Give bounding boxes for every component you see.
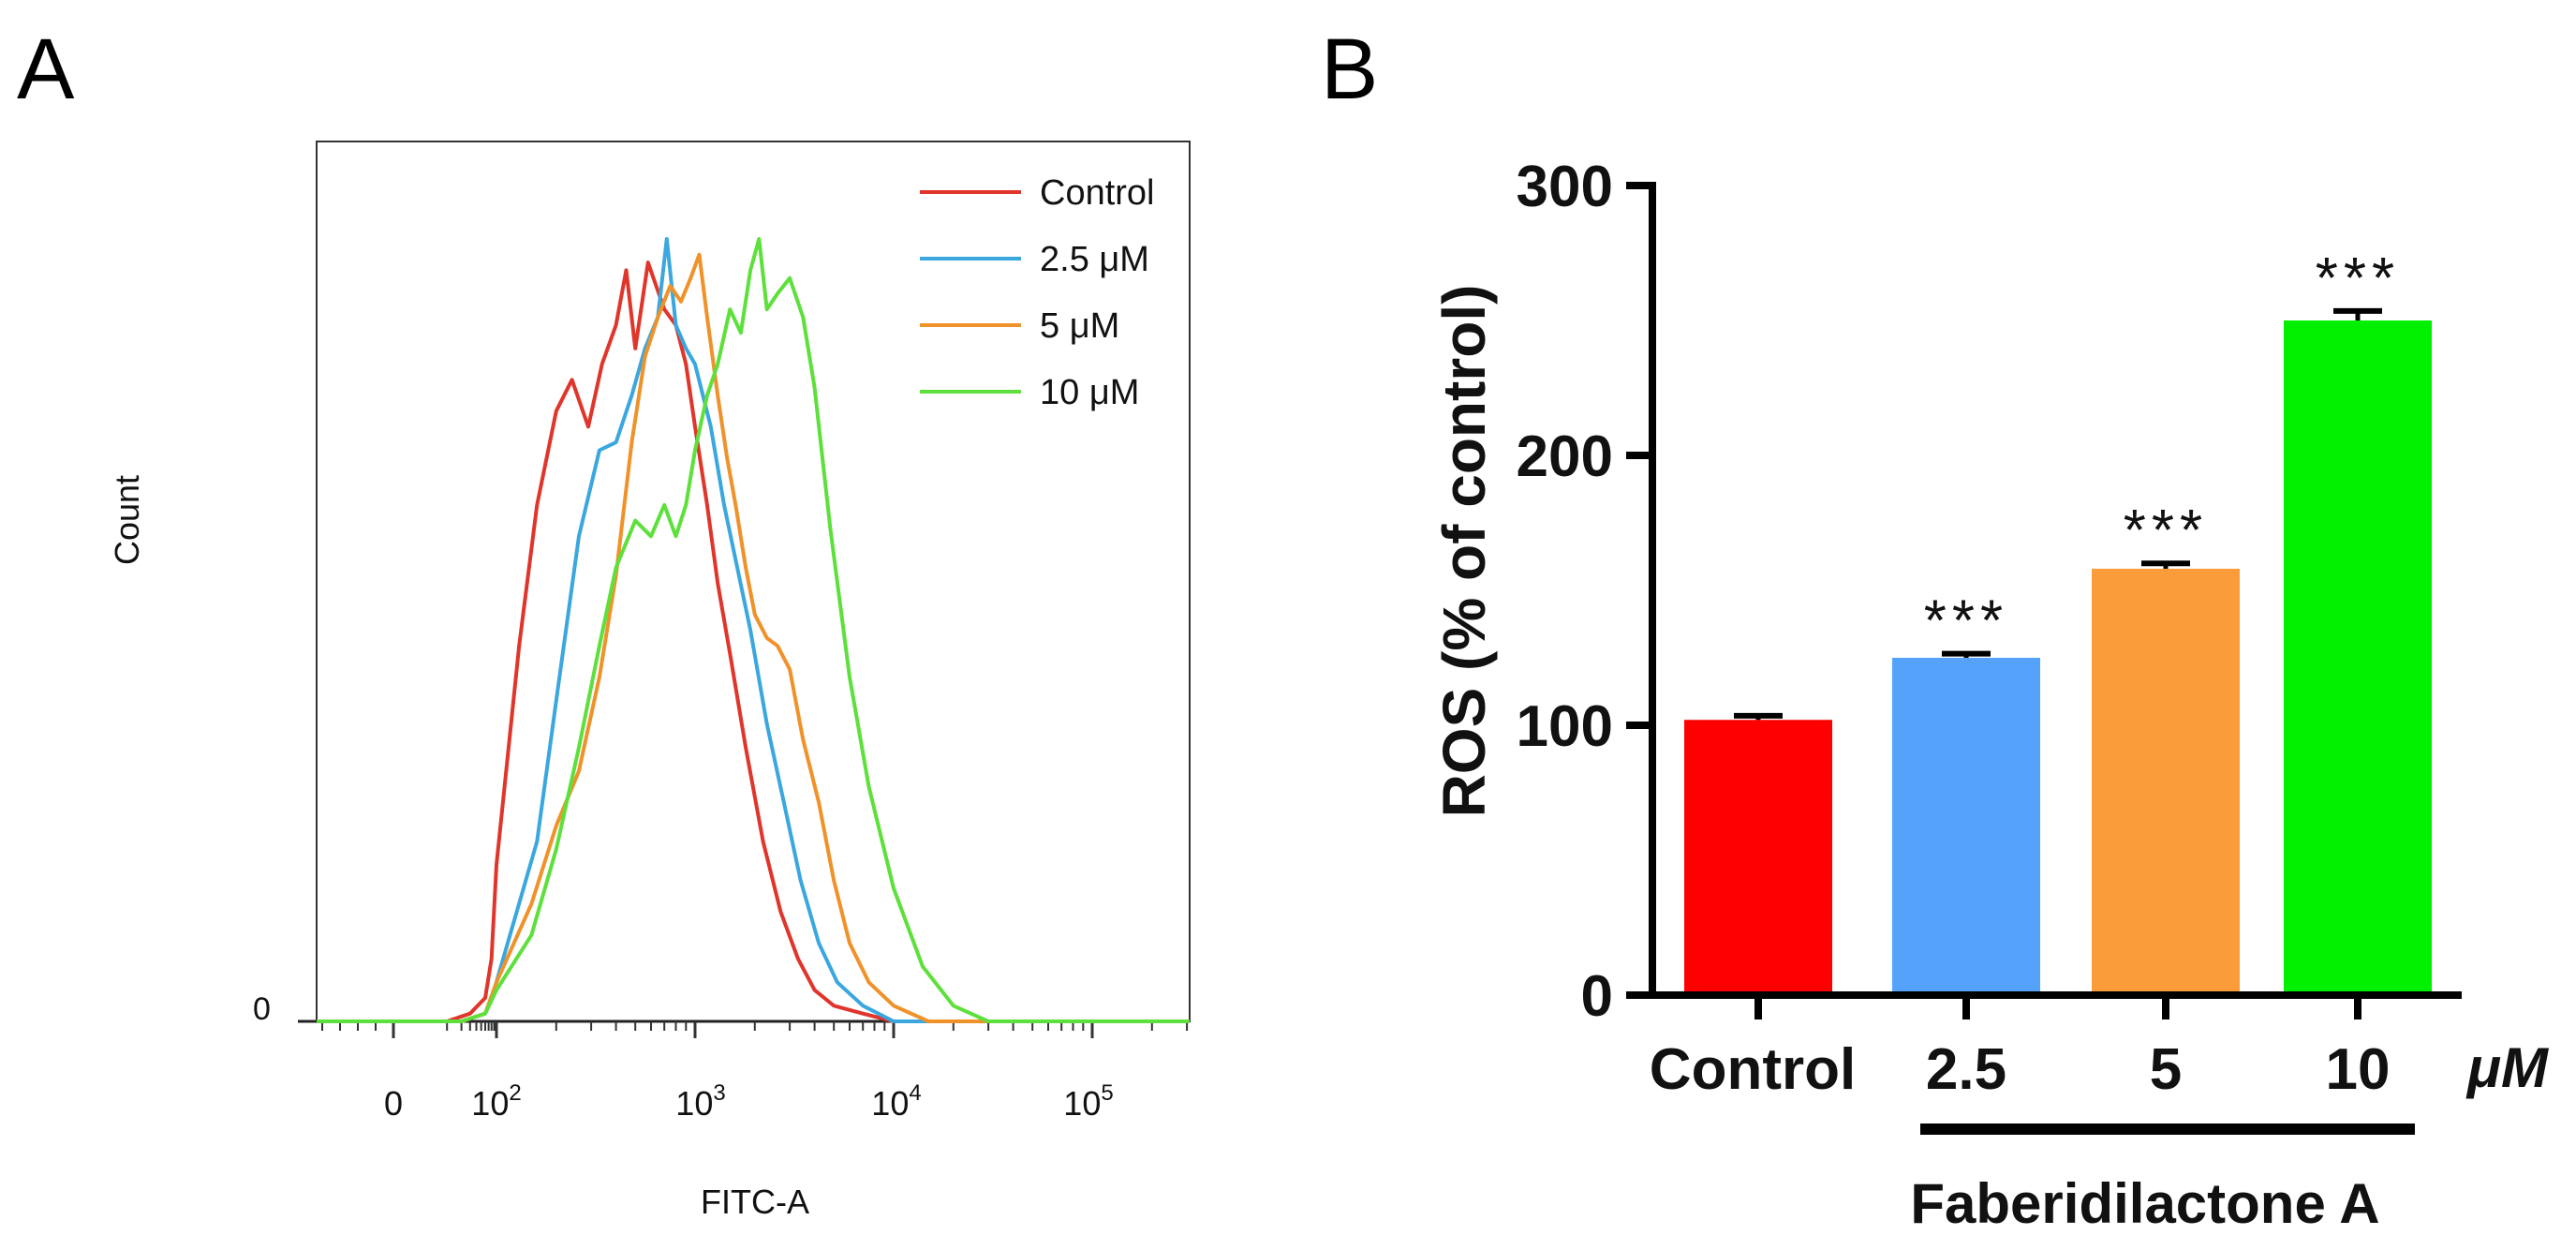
histogram-panel: 0 0 102 103 104 105 FITC-A Count Control…: [108, 141, 1191, 1221]
bar-chart-y-tick-label: 0: [1581, 964, 1613, 1029]
bar-5: [2092, 568, 2240, 995]
bar-chart-y-axis: 0 100 200 300: [1517, 155, 1656, 1029]
bar-chart-x-axis-label: Faberidilactone A: [1910, 1172, 2379, 1235]
bar-chart-category-label: 2.5: [1926, 1037, 2006, 1102]
histogram-series-3: [317, 237, 1190, 1023]
histogram-y-tick-zero: 0: [253, 991, 271, 1027]
bar-chart-category-label: 5: [2150, 1037, 2182, 1102]
legend-label-control: Control: [1040, 173, 1155, 213]
histogram-legend: Control 2.5 μM 5 μM 10 μM: [920, 173, 1155, 412]
bar-chart-unit-label: μM: [2465, 1036, 2550, 1099]
significance-marker: ***: [2124, 499, 2208, 563]
bar-chart-panel: *** *** *** 0 100 200 300 Control 2.5 5 10 μM Fa…: [1430, 155, 2550, 1235]
histogram-x-tick-1e4: 104: [871, 1080, 921, 1123]
panel-a-letter: A: [17, 22, 75, 117]
bar-chart-bars: *** *** ***: [1684, 246, 2432, 995]
histogram-series-0: [317, 260, 1190, 1023]
histogram-x-tick-1e2: 102: [471, 1080, 521, 1123]
histogram-series-1: [317, 237, 1190, 1023]
histogram-x-tick-0: 0: [384, 1084, 403, 1123]
bar-chart-y-tick-label: 200: [1517, 424, 1613, 489]
bar-chart-y-axis-label: ROS (% of control): [1430, 285, 1498, 818]
bar-2-5: [1892, 658, 2040, 995]
legend-label-5: 5 μM: [1040, 306, 1119, 346]
bar-chart-y-tick-label: 100: [1517, 694, 1613, 759]
histogram-minor-ticks: [321, 1021, 1189, 1038]
histogram-x-tick-1e5: 105: [1063, 1080, 1113, 1123]
significance-marker: ***: [2316, 246, 2400, 311]
histogram-x-tick-1e3: 103: [675, 1080, 725, 1123]
bar-chart-y-tick-label: 300: [1517, 155, 1613, 219]
significance-marker: ***: [1924, 589, 2008, 654]
histogram-series: [317, 237, 1190, 1023]
bar-chart-category-label: Control: [1650, 1037, 1856, 1102]
bar-control: [1684, 720, 1832, 995]
histogram-x-axis-label: FITC-A: [701, 1183, 809, 1221]
panel-b-letter: B: [1321, 22, 1378, 117]
bar-10: [2284, 320, 2432, 995]
bar-chart-category-label: 10: [2326, 1037, 2391, 1102]
bar-chart-category-labels: Control 2.5 5 10: [1650, 995, 2391, 1102]
legend-label-10: 10 μM: [1040, 373, 1139, 412]
histogram-y-axis-label: Count: [108, 475, 146, 565]
legend-label-2-5: 2.5 μM: [1040, 240, 1149, 279]
